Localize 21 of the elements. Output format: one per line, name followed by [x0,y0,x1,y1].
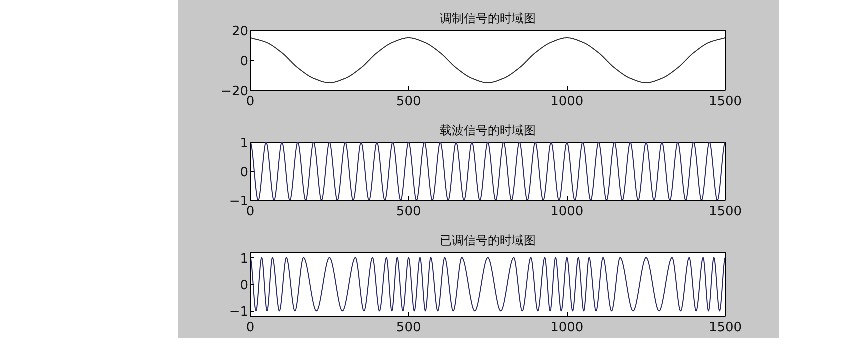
y-tick-label: −1 [229,194,249,210]
x-tick-label: 500 [396,320,422,336]
x-tick-label: 1500 [708,94,742,110]
y-tick-label: 20 [232,24,249,40]
x-tick-label: 500 [396,94,422,110]
y-tick-label: 0 [240,54,249,70]
x-tick-label: 1000 [550,204,584,220]
chart-title: 载波信号的时域图 [440,124,536,138]
x-tick-label: 1000 [550,94,584,110]
x-tick-label: 500 [396,204,422,220]
y-tick-label: 0 [240,166,249,180]
chart-title: 已调信号的时域图 [440,234,536,248]
x-tick-label: 1500 [708,204,742,220]
y-tick-label: −1 [229,305,249,320]
y-tick-label: 0 [240,278,249,294]
chart-title: 调制信号的时域图 [440,12,536,26]
y-tick-label: 1 [240,136,249,152]
y-tick-label: −20 [221,84,249,100]
x-tick-label: 1500 [708,320,742,336]
y-tick-label: 1 [240,252,249,267]
x-tick-label: 1000 [550,320,584,336]
